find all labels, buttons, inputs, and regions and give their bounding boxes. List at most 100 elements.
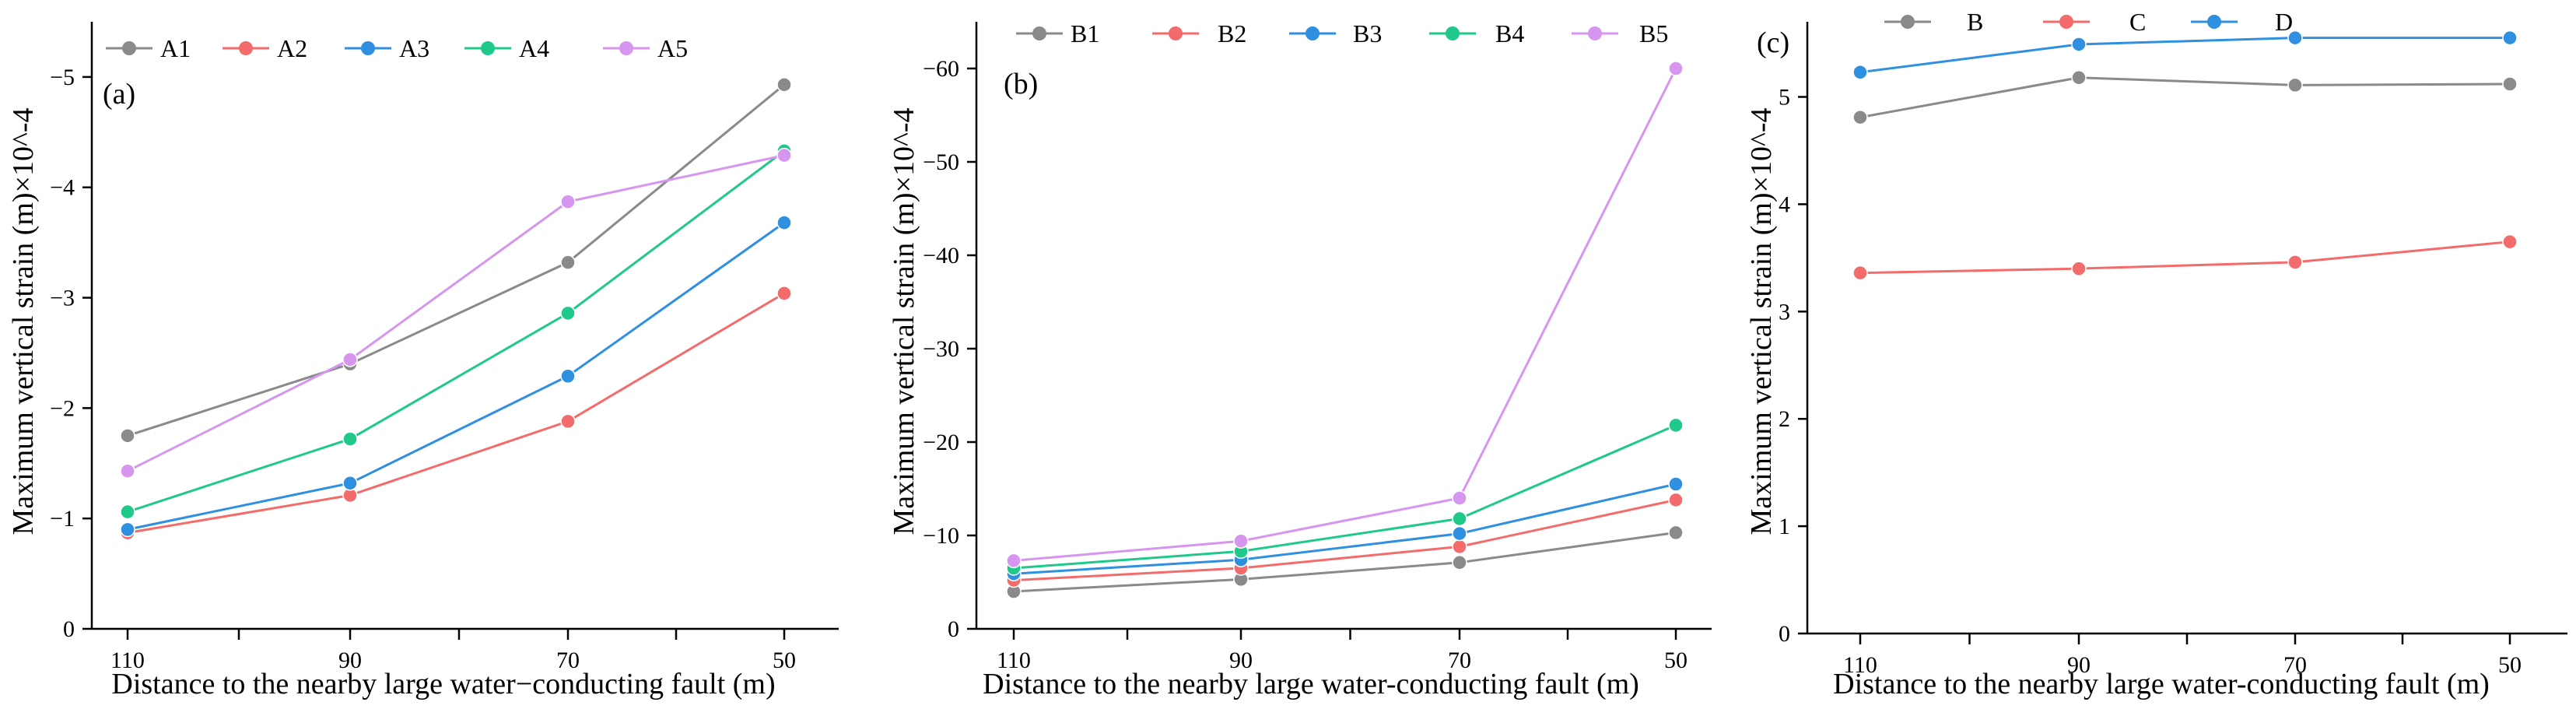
panel-b-x-tick-label: 70	[1448, 648, 1471, 673]
panel-b-series-b4-line	[1013, 424, 1677, 570]
panel-c-series-c-point[interactable]	[2287, 254, 2303, 270]
panel-b-y-tick-label: −40	[923, 243, 959, 269]
panel-c-ylabel: Maximum vertical strain (m)×10^-4	[1745, 108, 1778, 535]
panel-b-y-tick-label: −30	[923, 336, 959, 362]
panel-a-series-a2-point[interactable]	[776, 286, 792, 301]
panel-c-y-tick-label: 1	[1779, 514, 1790, 539]
panel-a-legend: A1 A2 A3 A4 A5	[106, 34, 688, 62]
legend-c-b-marker	[1901, 15, 1915, 29]
panel-b: 0 −10 −20 −30 −40 −50 −60 110 90 70 50 (b) Distanc…	[888, 19, 1712, 700]
legend-item-a3[interactable]: A3	[345, 34, 429, 62]
legend-item-a4[interactable]: A4	[464, 34, 549, 62]
panel-c-y-tick-label: 4	[1779, 191, 1790, 217]
panel-b-y-tick-label: −20	[923, 430, 959, 455]
panel-a-y-tick-label: −5	[50, 65, 75, 90]
legend-item-b4[interactable]: B4	[1429, 19, 1524, 47]
panel-b-series-b2-line	[1013, 498, 1677, 582]
panel-c-series-c-point[interactable]	[2502, 233, 2518, 250]
legend-item-b5[interactable]: B5	[1572, 19, 1668, 47]
panel-a-series-a1-point[interactable]	[120, 428, 135, 444]
panel-c-series-b-point[interactable]	[2287, 77, 2303, 93]
panel-c-series-b-line	[1859, 76, 2511, 119]
panel-c-legend: B C D	[1884, 8, 2293, 36]
panel-c-series-d-point[interactable]	[1852, 65, 1868, 80]
legend-c-d-marker	[2207, 15, 2221, 29]
legend-c-b-label: B	[1967, 8, 1983, 36]
panel-a-x-tick-label: 70	[556, 648, 580, 673]
panel-b-x-tick-label: 90	[1229, 648, 1253, 673]
panel-b-series-b2-point[interactable]	[1452, 539, 1467, 555]
panel-a-series-a5-point[interactable]	[776, 147, 792, 163]
panel-c-series-c-point[interactable]	[2071, 261, 2087, 276]
legend-item-a2[interactable]: A2	[223, 34, 307, 62]
panel-c-series-b-point[interactable]	[2502, 76, 2518, 92]
panel-a-series-a4-point[interactable]	[342, 431, 358, 447]
panel-a-x-tick-label: 50	[773, 648, 796, 673]
legend-b3-label: B3	[1353, 19, 1382, 47]
panel-a-series-a4-point[interactable]	[560, 305, 576, 321]
panel-c-series-b-point[interactable]	[2071, 69, 2087, 86]
legend-item-b1[interactable]: B1	[1016, 19, 1099, 47]
panel-a-series-a5-line	[127, 154, 785, 472]
legend-a1-marker	[122, 41, 136, 55]
panel-c-y-tick-label: 2	[1779, 406, 1790, 432]
panel-a-series-a2-point[interactable]	[560, 413, 576, 430]
panel-b-series-b5-line	[1013, 68, 1677, 562]
legend-b3-marker	[1306, 26, 1320, 40]
panel-c-series-d-line	[1859, 37, 2510, 74]
panel-b-series-b5-point[interactable]	[1668, 61, 1684, 76]
panel-a-ylabel: Maximum vertical strain (m)×10^-4	[7, 108, 40, 535]
panel-b-series-b1-point[interactable]	[1668, 525, 1684, 541]
legend-item-c-b[interactable]: B	[1884, 8, 1983, 36]
panel-b-x-tick-label: 110	[997, 648, 1031, 673]
legend-b2-marker	[1169, 26, 1183, 40]
panel-b-series-b4-point[interactable]	[1452, 511, 1467, 527]
legend-a1-label: A1	[160, 34, 191, 62]
panel-c-x-tick-label: 70	[2283, 652, 2307, 678]
legend-c-c-label: C	[2129, 8, 2146, 36]
legend-item-c-c[interactable]: C	[2043, 8, 2146, 36]
panel-a-series-a5-point[interactable]	[560, 194, 576, 209]
panel-b-y-tick-label: 0	[948, 616, 959, 642]
legend-item-a1[interactable]: A1	[106, 34, 191, 62]
panel-c-series-d-point[interactable]	[2502, 30, 2518, 46]
legend-b5-marker	[1588, 26, 1602, 40]
panel-a-y-tick-label: −1	[50, 506, 75, 532]
panel-a-y-tick-label: 0	[63, 616, 75, 642]
panel-a-series-a1-point[interactable]	[560, 254, 576, 270]
panel-a-series-a3-point[interactable]	[560, 368, 576, 384]
panel-b-series-b2-point[interactable]	[1668, 492, 1684, 508]
panel-b-series-b3-point[interactable]	[1452, 525, 1467, 542]
panel-b-series-b5-point[interactable]	[1452, 490, 1467, 506]
panel-b-series-b4-point[interactable]	[1668, 417, 1684, 433]
panel-a-series-a3-point[interactable]	[342, 476, 358, 491]
panel-c-series-d-point[interactable]	[2071, 37, 2087, 52]
panel-a-series-a5-point[interactable]	[120, 463, 135, 479]
legend-a2-label: A2	[277, 34, 307, 62]
panel-b-y-tick-label: −10	[923, 523, 959, 549]
panel-a-marks: 0 −1 −2 −3 −4 −5 110 90 70 50	[50, 22, 839, 673]
panel-a-x-tick-label: 90	[338, 648, 362, 673]
legend-b1-marker	[1032, 26, 1046, 40]
panel-b-series-b1-point[interactable]	[1452, 555, 1467, 570]
panel-a-y-tick-label: −2	[50, 395, 75, 421]
legend-item-c-d[interactable]: D	[2191, 8, 2293, 36]
legend-a3-label: A3	[399, 34, 429, 62]
panel-a-series-a3-point[interactable]	[776, 215, 792, 230]
legend-b4-label: B4	[1495, 19, 1524, 47]
legend-item-a5[interactable]: A5	[603, 34, 688, 62]
panel-b-series-b3-point[interactable]	[1668, 476, 1684, 492]
panel-b-series-b5-point[interactable]	[1233, 533, 1249, 549]
legend-b4-marker	[1446, 26, 1460, 40]
legend-item-b3[interactable]: B3	[1289, 19, 1382, 47]
panel-a-series-a4-point[interactable]	[120, 504, 135, 520]
panel-c-series-d-point[interactable]	[2287, 30, 2303, 46]
panel-a-series-a3-point[interactable]	[120, 521, 135, 538]
panel-a-series-a5-point[interactable]	[342, 352, 358, 367]
panel-c-series-b-point[interactable]	[1852, 109, 1868, 125]
legend-item-b2[interactable]: B2	[1152, 19, 1246, 47]
panel-a-series-a1-point[interactable]	[776, 77, 792, 93]
panel-c-series-c-point[interactable]	[1852, 265, 1868, 281]
panel-c-x-tick-label: 110	[1843, 652, 1877, 678]
panel-b-series-b5-point[interactable]	[1006, 553, 1022, 569]
